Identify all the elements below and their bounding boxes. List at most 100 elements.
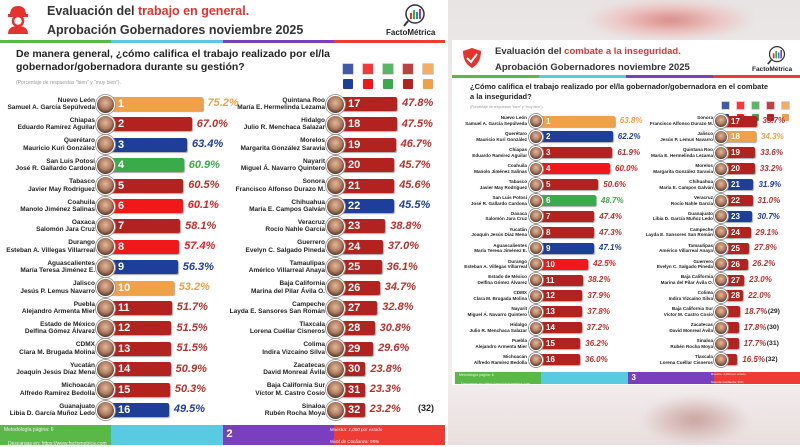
state-name: Jalisco — [72, 280, 95, 288]
total-count-label: (32) — [418, 403, 435, 413]
score-value: 38.2% — [587, 275, 611, 285]
rank-label: (30) — [766, 323, 779, 331]
governor-name: Joaquín Jesús Díaz Mena — [471, 232, 527, 238]
score-bar: 4 — [535, 163, 610, 175]
governor-name: Miguel Á. Navarro Quintero — [467, 311, 527, 317]
score-bar: 22 — [720, 195, 753, 206]
score-value: 67.0% — [196, 117, 228, 130]
governor-name: Esteban A. Villegas Villarreal — [464, 264, 527, 270]
governor-avatar — [529, 257, 543, 272]
score-value: 37.0% — [387, 240, 420, 253]
score-bar: 26 — [334, 280, 380, 295]
state-name: Durango — [68, 239, 95, 247]
governor-avatar — [714, 304, 728, 319]
governor-name: Javier May Rodríguez — [28, 185, 95, 193]
score-value: 63.8% — [619, 116, 643, 126]
state-name: Tamaulipas — [289, 259, 325, 267]
right-title: Evaluación del combate a la inseguridad. — [495, 46, 681, 57]
score-bar: 8 — [535, 226, 595, 238]
score-bar: 7 — [535, 210, 595, 222]
governor-avatar — [96, 400, 115, 420]
state-name: Estado de México — [488, 274, 527, 280]
governor-name: Víctor M. Castro Cosío — [663, 311, 713, 317]
score-value: 60.1% — [187, 199, 219, 212]
score-bar: 24 — [334, 239, 383, 254]
score-bar: 20 — [720, 163, 755, 175]
score-bar: 17 — [720, 115, 758, 127]
governor-name: Evelyn C. Salgado Pineda — [656, 264, 713, 270]
score-bar: 21 — [334, 178, 395, 193]
rank-label: (31) — [766, 339, 779, 347]
confidence-text: Nivel de Confianza: 95% — [329, 439, 380, 444]
score-bar: 2 — [535, 131, 613, 143]
score-bar: 1 — [104, 97, 203, 111]
governor-name: Indira Vizcaíno Silva — [668, 295, 713, 301]
state-name: San Luis Potosí — [46, 157, 95, 165]
score-value: 23.3% — [369, 383, 401, 395]
state-name: Guerrero — [693, 258, 713, 264]
state-name: Colima — [697, 290, 713, 296]
state-name: Campeche — [689, 226, 713, 232]
score-bar: 15 — [535, 338, 581, 350]
state-name: Campeche — [292, 300, 325, 308]
score-value: 23.0% — [749, 275, 772, 285]
page-number: 2 — [226, 428, 233, 440]
governor-name: Samuel A. García Sepúlveda — [465, 121, 527, 126]
methodology-text: Metodología página: 6 — [4, 427, 54, 433]
governor-name: Salomón Jara Cruz — [36, 226, 95, 234]
score-value: 50.3% — [174, 383, 207, 395]
score-value: 45.6% — [399, 179, 431, 191]
governor-avatar — [326, 318, 345, 338]
score-value: 33.2% — [759, 163, 783, 173]
governor-avatar — [529, 288, 543, 303]
state-name: Aguascalientes — [493, 242, 527, 248]
governor-avatar — [714, 273, 728, 287]
score-bar: 5 — [535, 179, 599, 191]
score-bar — [720, 354, 738, 365]
brand-name: FactoMétrica — [752, 66, 793, 73]
party-color-swatch — [363, 79, 373, 89]
footer-bar: Metodología página: 6 Descargas en: https… — [0, 425, 445, 447]
governor-name: Marina del Pilar Ávila O. — [250, 287, 325, 295]
mc-logo-icon — [781, 101, 790, 110]
governor-avatar — [96, 257, 115, 277]
score-bar: 14 — [535, 322, 582, 334]
score-bar: 17 — [334, 97, 398, 111]
governor-avatar — [96, 298, 115, 318]
governor-avatar — [714, 114, 728, 128]
governor-avatar — [326, 380, 345, 400]
download-link[interactable]: Descargas en: https://www.factometrica.c… — [461, 382, 531, 386]
party-color-swatch — [767, 114, 774, 121]
score-value: 47.4% — [599, 211, 622, 221]
score-bar: 23 — [720, 210, 753, 222]
governor-name: Alejandro Armenta Mier — [21, 308, 95, 315]
download-link[interactable]: Descargas en: https://www.factometrica.c… — [8, 441, 107, 447]
state-name: Jalisco — [697, 131, 713, 137]
governor-avatar — [326, 94, 345, 114]
state-name: Hidalgo — [510, 322, 527, 328]
rank-label: (32) — [765, 355, 778, 363]
governor-name: Julio R. Menchaca Salazar — [469, 327, 527, 333]
governor-avatar — [326, 216, 345, 236]
score-bar: 25 — [334, 260, 382, 275]
state-name: Yucatán — [509, 226, 527, 232]
score-value: 38.8% — [390, 219, 422, 232]
state-name: Quintana Roo — [282, 96, 325, 104]
state-name: Oaxaca — [510, 210, 527, 216]
state-name: Zacatecas — [293, 361, 325, 369]
mc-logo-icon — [422, 63, 434, 75]
governor-avatar — [326, 114, 345, 134]
governor-avatar — [96, 94, 115, 114]
score-value: 16.5% — [742, 354, 765, 364]
governor-avatar — [714, 225, 728, 240]
governor-avatar — [96, 114, 115, 134]
state-name: Baja California — [279, 280, 325, 288]
governor-avatar — [529, 320, 543, 335]
score-bar: 23 — [334, 219, 386, 234]
state-name: Durango — [508, 258, 527, 264]
score-value: 48.7% — [600, 195, 624, 205]
state-name: Baja California Sur — [671, 306, 713, 312]
score-value: 47.5% — [401, 117, 433, 130]
state-name: Veracruz — [297, 218, 325, 226]
state-name: San Luis Potosí — [492, 194, 527, 200]
